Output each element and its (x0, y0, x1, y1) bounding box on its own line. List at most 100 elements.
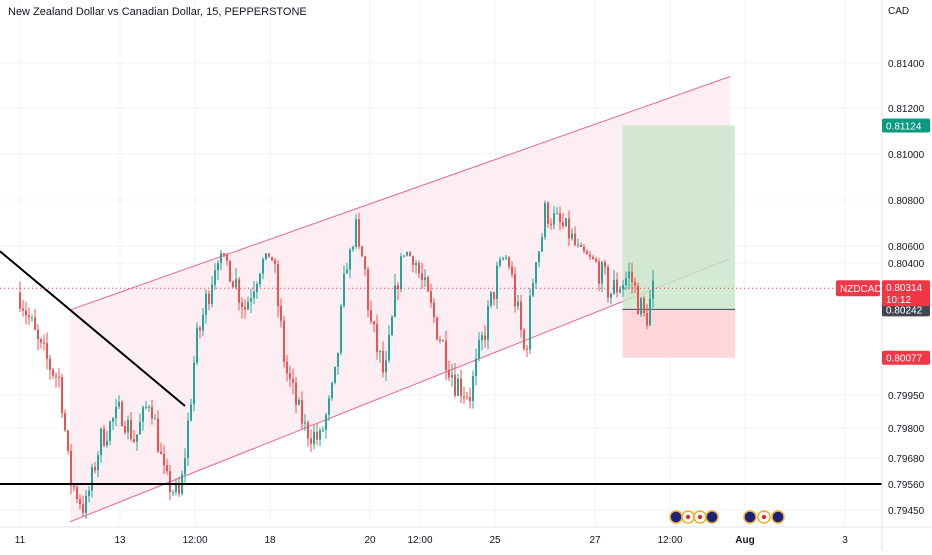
candle-body (76, 487, 78, 500)
candle-body (277, 263, 279, 307)
candle-body (37, 329, 39, 340)
candle-body (550, 223, 552, 225)
nzd-flag-icon (669, 510, 683, 524)
candle-body (493, 291, 495, 299)
candle-body (430, 291, 432, 303)
candle-body (565, 218, 567, 227)
candle-body (631, 271, 633, 283)
candle-body (508, 257, 510, 267)
candle-body (406, 251, 408, 256)
stop-badge-text: 0.80077 (886, 354, 923, 365)
candle-body (373, 321, 375, 325)
x-tick-label: 11 (15, 535, 26, 546)
candle-body (130, 419, 132, 440)
candle-body (55, 375, 57, 377)
candle-body (646, 313, 648, 326)
candle-body (547, 202, 549, 224)
candle-body (454, 374, 456, 396)
candle-body (364, 256, 366, 270)
candle-body (346, 269, 348, 274)
candle-body (496, 265, 498, 299)
candle-body (298, 400, 300, 405)
candle-body (127, 419, 129, 433)
candle-body (481, 335, 483, 341)
candle-body (460, 378, 462, 397)
candle-body (598, 261, 600, 284)
candle-body (439, 339, 441, 342)
candle-body (448, 370, 450, 378)
candle-body (67, 430, 69, 451)
x-tick-label: 3 (842, 535, 848, 546)
maple-leaf-icon (685, 514, 691, 520)
candle-body (616, 279, 618, 293)
candle-body (529, 295, 531, 350)
candle-body (511, 266, 513, 275)
candle-body (415, 263, 417, 265)
candle-body (457, 378, 459, 396)
candle-body (187, 420, 189, 459)
entry-badge-text: 0.80242 (886, 305, 923, 316)
candle-body (193, 362, 195, 405)
candle-body (97, 455, 99, 471)
candle-body (340, 305, 342, 353)
y-tick-label: 0.80800 (888, 196, 925, 207)
candle-body (433, 302, 435, 318)
candle-body (238, 279, 240, 303)
candle-body (49, 358, 51, 370)
candle-body (304, 422, 306, 424)
candle-body (160, 451, 162, 454)
candle-body (445, 340, 447, 371)
x-tick-label: 25 (489, 535, 501, 546)
candle-body (397, 285, 399, 290)
candle-body (469, 397, 471, 401)
candle-body (232, 281, 234, 288)
candle-body (640, 298, 642, 315)
candle-body (262, 259, 264, 274)
candle-body (622, 285, 624, 290)
candle-body (556, 213, 558, 215)
candle-body (442, 340, 444, 342)
candle-body (367, 269, 369, 311)
y-tick-label: 0.80600 (888, 242, 925, 253)
candle-body (466, 396, 468, 398)
candle-body (121, 401, 123, 427)
candle-body (574, 233, 576, 246)
target-zone (622, 125, 735, 310)
candle-body (34, 317, 36, 330)
candle-body (88, 490, 90, 496)
candle-body (226, 255, 228, 261)
candle-body (214, 270, 216, 285)
candle-body (196, 327, 198, 363)
candle-body (541, 237, 543, 252)
candle-body (61, 377, 63, 414)
candle-body (148, 406, 150, 408)
candle-body (241, 302, 243, 308)
candle-body (22, 308, 24, 311)
candle-body (625, 278, 627, 286)
candle-body (484, 335, 486, 340)
candle-body (562, 222, 564, 227)
chart-title: New Zealand Dollar vs Canadian Dollar, 1… (8, 6, 307, 18)
channel-lower-line (69, 258, 731, 523)
countdown-text: 10:12 (886, 295, 911, 306)
candle-body (106, 440, 108, 446)
nzd-flag-icon (705, 510, 719, 524)
maple-leaf-icon (761, 514, 767, 520)
candle-body (355, 219, 357, 247)
nzd-flag-icon (771, 510, 785, 524)
candle-body (418, 263, 420, 274)
x-tick-label: 18 (264, 535, 276, 546)
candle-body (289, 373, 291, 379)
candle-body (334, 366, 336, 383)
candle-body (319, 430, 321, 440)
last-price-badge (882, 280, 930, 307)
y-tick-label: 0.79450 (888, 506, 925, 517)
candle-body (115, 406, 117, 419)
y-tick-label: 0.79950 (888, 391, 925, 402)
candle-body (313, 431, 315, 444)
price-axis-bg (882, 0, 932, 550)
trendline (0, 250, 186, 407)
candle-body (523, 330, 525, 349)
